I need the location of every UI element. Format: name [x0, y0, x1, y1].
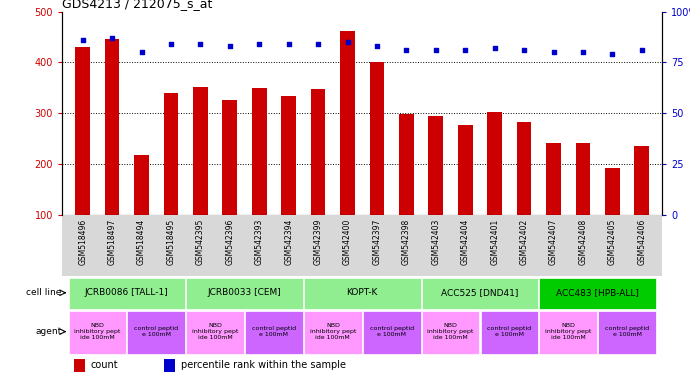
Text: GSM518497: GSM518497 [108, 218, 117, 265]
Point [106, 35, 117, 41]
Text: JCRB0086 [TALL-1]: JCRB0086 [TALL-1] [85, 288, 169, 297]
Point [636, 47, 647, 53]
Text: control peptid
e 100mM: control peptid e 100mM [134, 326, 178, 337]
Bar [422, 278, 538, 309]
Text: JCRB0033 [CEM]: JCRB0033 [CEM] [208, 288, 282, 297]
Point [489, 45, 500, 51]
Bar [540, 311, 597, 354]
Bar [186, 278, 303, 309]
Bar [252, 88, 266, 266]
Point [195, 41, 206, 47]
Bar [340, 31, 355, 266]
Point [460, 47, 471, 53]
Text: GSM542394: GSM542394 [284, 218, 293, 265]
Text: GSM542395: GSM542395 [196, 218, 205, 265]
Text: KOPT-K: KOPT-K [346, 288, 378, 297]
Text: NBD
inhibitory pept
ide 100mM: NBD inhibitory pept ide 100mM [310, 323, 356, 340]
Point [342, 39, 353, 45]
Text: GSM542404: GSM542404 [461, 218, 470, 265]
Text: GSM542397: GSM542397 [373, 218, 382, 265]
Point [254, 41, 265, 47]
Bar [310, 89, 326, 266]
Bar [634, 146, 649, 266]
Bar [245, 311, 303, 354]
Text: percentile rank within the sample: percentile rank within the sample [181, 361, 346, 371]
Text: NBD
inhibitory pept
ide 100mM: NBD inhibitory pept ide 100mM [75, 323, 121, 340]
Point [77, 37, 88, 43]
Text: GSM542403: GSM542403 [431, 218, 440, 265]
Bar [598, 311, 656, 354]
Text: GSM542399: GSM542399 [314, 218, 323, 265]
Bar [487, 113, 502, 266]
Text: GSM542400: GSM542400 [343, 218, 352, 265]
Text: GDS4213 / 212075_s_at: GDS4213 / 212075_s_at [62, 0, 213, 10]
Text: GSM518494: GSM518494 [137, 218, 146, 265]
Bar [186, 311, 244, 354]
Text: control peptid
e 100mM: control peptid e 100mM [252, 326, 296, 337]
Bar [399, 114, 414, 266]
Bar [164, 359, 175, 372]
Text: GSM518495: GSM518495 [166, 218, 175, 265]
Point [431, 47, 442, 53]
Point [313, 41, 324, 47]
Bar [128, 311, 185, 354]
Bar [193, 87, 208, 266]
Bar [134, 155, 149, 266]
Bar [164, 93, 178, 266]
Bar [480, 311, 538, 354]
Text: GSM542408: GSM542408 [578, 218, 587, 265]
Bar [222, 100, 237, 266]
Text: count: count [91, 361, 119, 371]
Bar [74, 359, 85, 372]
Text: NBD
inhibitory pept
ide 100mM: NBD inhibitory pept ide 100mM [427, 323, 474, 340]
Text: GSM542398: GSM542398 [402, 218, 411, 265]
Text: GSM542407: GSM542407 [549, 218, 558, 265]
Bar [304, 278, 420, 309]
Text: GSM542393: GSM542393 [255, 218, 264, 265]
Bar [75, 47, 90, 266]
Text: GSM542406: GSM542406 [638, 218, 647, 265]
Bar [422, 311, 480, 354]
Text: cell line: cell line [26, 288, 61, 297]
Bar [68, 278, 185, 309]
Text: GSM542401: GSM542401 [490, 218, 499, 265]
Bar [428, 116, 443, 266]
Point [578, 49, 589, 55]
Text: control peptid
e 100mM: control peptid e 100mM [605, 326, 649, 337]
Text: GSM542396: GSM542396 [226, 218, 235, 265]
Bar [517, 122, 531, 266]
Text: control peptid
e 100mM: control peptid e 100mM [370, 326, 414, 337]
Point [548, 49, 559, 55]
Point [519, 47, 530, 53]
Point [401, 47, 412, 53]
Point [371, 43, 382, 49]
Bar [540, 278, 656, 309]
Text: control peptid
e 100mM: control peptid e 100mM [487, 326, 531, 337]
Point [136, 49, 147, 55]
Bar [605, 168, 620, 266]
Bar [458, 125, 473, 266]
Bar [363, 311, 420, 354]
Text: NBD
inhibitory pept
ide 100mM: NBD inhibitory pept ide 100mM [545, 323, 591, 340]
Text: GSM542402: GSM542402 [520, 218, 529, 265]
Text: NBD
inhibitory pept
ide 100mM: NBD inhibitory pept ide 100mM [192, 323, 238, 340]
Text: GSM518496: GSM518496 [78, 218, 87, 265]
Text: ACC525 [DND41]: ACC525 [DND41] [442, 288, 519, 297]
Bar [546, 144, 561, 266]
Bar [282, 96, 296, 266]
Bar [105, 38, 119, 266]
Bar [370, 62, 384, 266]
Point [224, 43, 235, 49]
Text: ACC483 [HPB-ALL]: ACC483 [HPB-ALL] [556, 288, 639, 297]
Text: agent: agent [35, 327, 61, 336]
Point [607, 51, 618, 57]
Bar [575, 143, 591, 266]
Text: GSM542405: GSM542405 [608, 218, 617, 265]
Bar [68, 311, 126, 354]
Point [283, 41, 294, 47]
Bar [304, 311, 362, 354]
Point [166, 41, 177, 47]
